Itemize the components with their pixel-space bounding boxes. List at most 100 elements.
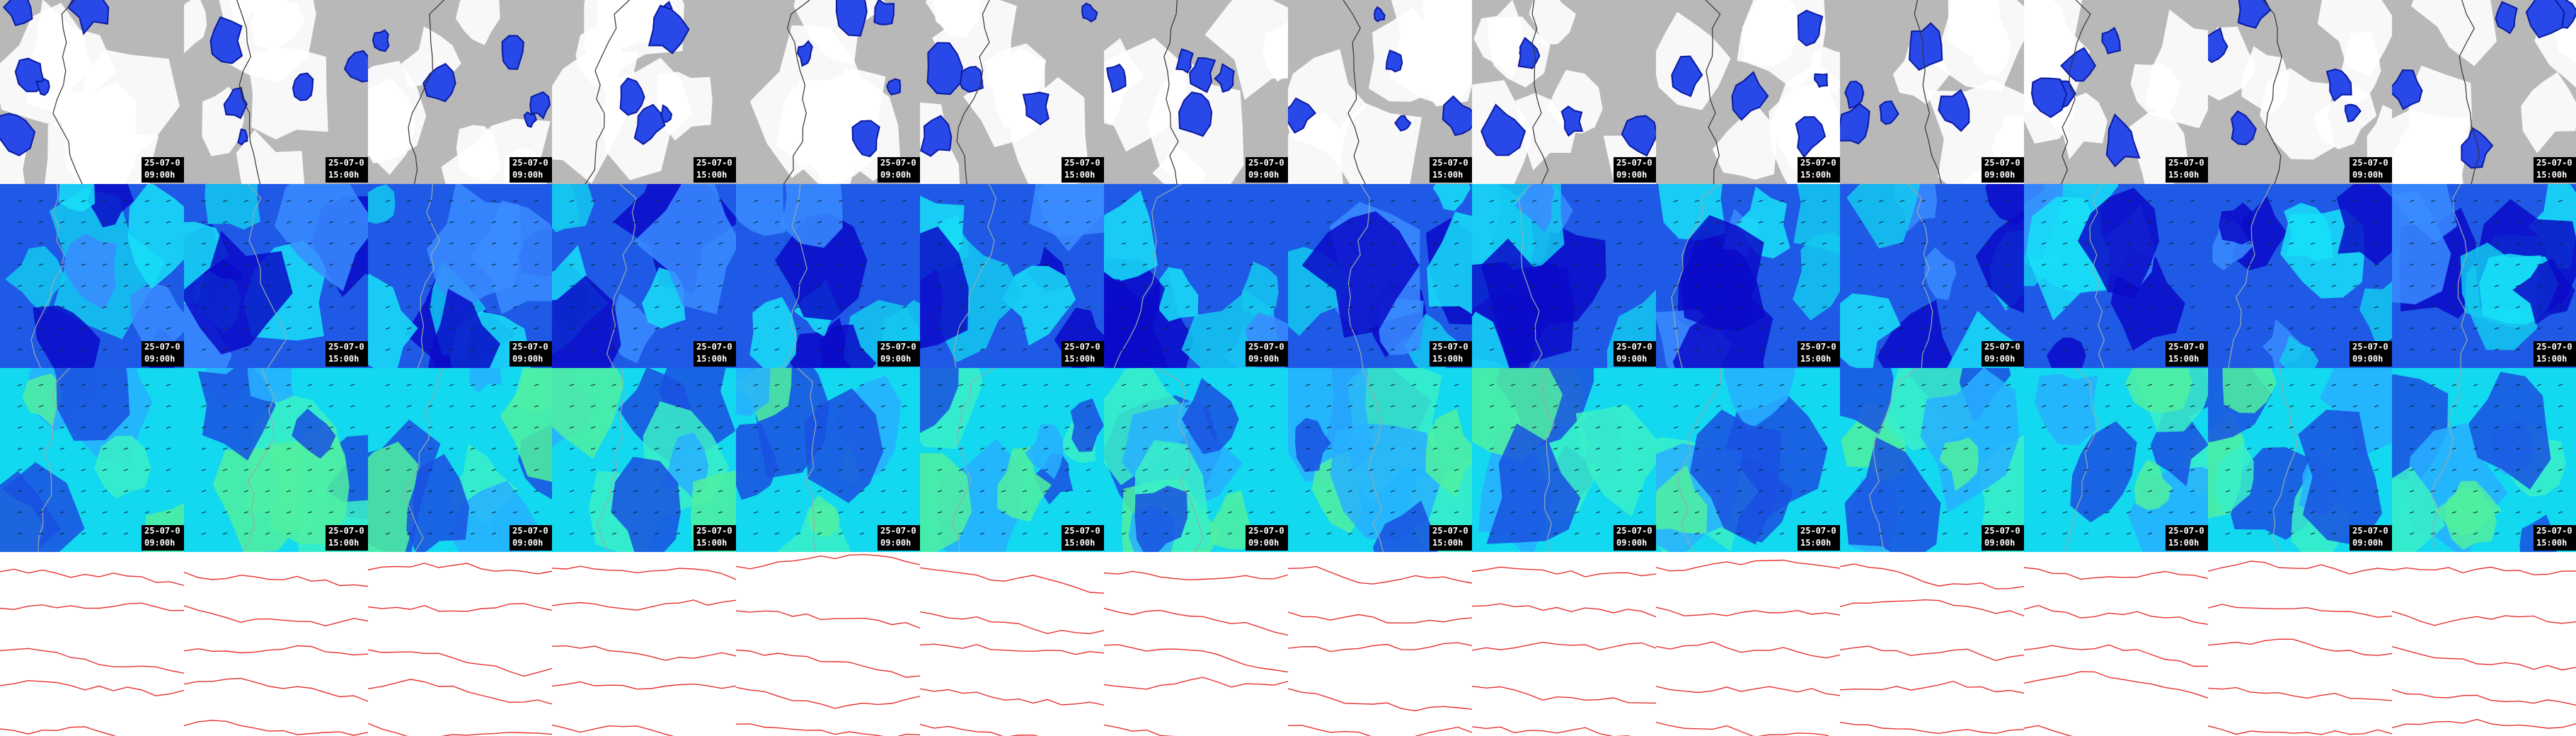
time-label: 25-07-0 09:00h bbox=[2350, 157, 2392, 183]
wind-arrow bbox=[2352, 384, 2358, 386]
wind-arrow bbox=[753, 468, 759, 471]
wind-arrow bbox=[2168, 200, 2174, 202]
wind-arrow bbox=[1326, 242, 1332, 245]
wind-arrow bbox=[2409, 490, 2415, 493]
field-area bbox=[368, 184, 396, 224]
wind-arrow bbox=[2374, 221, 2379, 224]
wind-arrow bbox=[2083, 327, 2089, 330]
wind-arrow bbox=[1163, 242, 1169, 245]
wind-arrow bbox=[1574, 348, 1580, 351]
wind-arrow bbox=[222, 284, 228, 287]
wind-arrow bbox=[1326, 405, 1332, 408]
wind-arrow bbox=[38, 468, 44, 471]
wind-arrow bbox=[427, 200, 433, 202]
wind-arrow bbox=[470, 221, 476, 224]
field-area bbox=[1104, 278, 1151, 368]
wind-arrow bbox=[1142, 200, 1148, 202]
wind-arrow bbox=[328, 468, 334, 471]
wind-arrow bbox=[1553, 306, 1558, 309]
wind-arrow bbox=[2190, 447, 2195, 450]
wind-arrow bbox=[1984, 284, 1990, 287]
wind-arrow bbox=[1673, 532, 1679, 535]
wind-arrow bbox=[222, 327, 228, 330]
wind-arrow bbox=[449, 306, 454, 309]
field-area bbox=[1985, 184, 2024, 225]
wind-arrow bbox=[1616, 200, 1622, 202]
wind-arrow bbox=[1432, 426, 1438, 429]
wind-arrow bbox=[1064, 468, 1070, 471]
wind-arrow bbox=[534, 490, 539, 493]
wind-arrow bbox=[512, 405, 518, 408]
map-tile bbox=[1288, 552, 1472, 736]
wind-arrow bbox=[1942, 468, 1948, 471]
wind-arrow bbox=[1638, 384, 1643, 386]
field-area bbox=[1159, 267, 1199, 322]
time-text: 09:00h bbox=[2352, 538, 2384, 548]
wind-arrow bbox=[1206, 200, 1212, 202]
wind-arrow bbox=[718, 468, 723, 471]
wind-arrow bbox=[1779, 426, 1785, 429]
time-label: 25-07-0 15:00h bbox=[2166, 341, 2208, 367]
wind-arrow bbox=[2267, 221, 2273, 224]
date-text: 25-07-0 bbox=[2168, 158, 2204, 168]
wind-arrow bbox=[902, 405, 907, 408]
wind-arrow bbox=[1574, 468, 1580, 471]
wind-arrow bbox=[611, 263, 617, 266]
coastline bbox=[1914, 0, 1942, 184]
wind-arrow bbox=[1163, 306, 1169, 309]
wind-arrow bbox=[1758, 405, 1764, 408]
wind-arrow bbox=[675, 348, 681, 351]
wind-arrow bbox=[1942, 426, 1948, 429]
time-label: 25-07-0 15:00h bbox=[1798, 157, 1840, 183]
wind-arrow bbox=[1086, 490, 1091, 493]
wind-arrow bbox=[718, 327, 723, 330]
precip-area bbox=[2105, 113, 2141, 168]
wind-arrow bbox=[2310, 384, 2316, 386]
wind-arrow bbox=[2083, 426, 2089, 429]
wind-arrow bbox=[654, 348, 660, 351]
wind-arrow bbox=[859, 532, 865, 535]
map-layer bbox=[1288, 565, 1472, 736]
wind-arrow bbox=[2310, 306, 2316, 309]
wind-arrow bbox=[1022, 511, 1028, 514]
wind-arrow bbox=[449, 405, 454, 408]
time-text: 15:00h bbox=[328, 354, 360, 364]
contour-line bbox=[2392, 611, 2576, 626]
wind-arrow bbox=[222, 532, 228, 535]
wind-arrow bbox=[1616, 242, 1622, 245]
wind-arrow bbox=[902, 327, 907, 330]
wind-arrow bbox=[286, 468, 292, 471]
wind-arrow bbox=[201, 327, 207, 330]
wind-arrow bbox=[385, 348, 391, 351]
field-area bbox=[87, 184, 134, 228]
wind-arrow bbox=[2310, 447, 2316, 450]
wind-arrow bbox=[2515, 306, 2521, 309]
wind-arrow bbox=[654, 263, 660, 266]
map-tile bbox=[552, 552, 736, 736]
time-text: 09:00h bbox=[512, 170, 544, 180]
cloud bbox=[786, 68, 886, 184]
wind-arrow bbox=[2062, 384, 2068, 386]
wind-arrow bbox=[2374, 447, 2379, 450]
wind-arrow bbox=[1673, 405, 1679, 408]
wind-arrow bbox=[1369, 284, 1374, 287]
map-tile: 25-07-0 15:00h bbox=[552, 368, 736, 552]
precip-area bbox=[1385, 49, 1403, 73]
wind-arrow bbox=[2083, 242, 2089, 245]
precip-area bbox=[343, 50, 368, 83]
wind-arrow bbox=[1878, 327, 1884, 330]
wind-arrow bbox=[633, 284, 638, 287]
wind-arrow bbox=[675, 532, 681, 535]
time-text: 09:00h bbox=[1616, 170, 1648, 180]
wind-arrow bbox=[1454, 490, 1459, 493]
wind-arrow bbox=[1248, 242, 1254, 245]
map-layer bbox=[1656, 184, 1840, 368]
wind-arrow bbox=[1942, 306, 1948, 309]
wind-arrow bbox=[2515, 327, 2521, 330]
wind-arrow bbox=[17, 263, 23, 266]
coastline bbox=[781, 184, 807, 368]
wind-arrow bbox=[1616, 384, 1622, 386]
wind-arrow bbox=[1001, 490, 1006, 493]
wind-arrow bbox=[2331, 490, 2337, 493]
wind-arrow bbox=[1347, 327, 1353, 330]
